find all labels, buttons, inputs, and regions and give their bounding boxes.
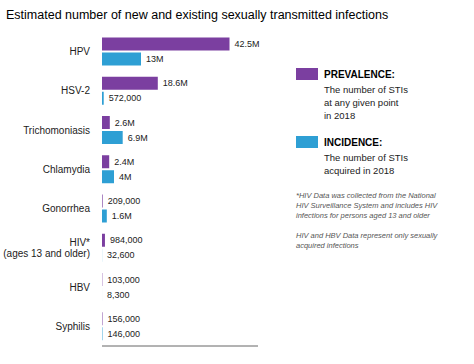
svg-text:HPV: HPV xyxy=(69,46,90,57)
svg-text:4M: 4M xyxy=(119,172,132,182)
svg-text:2.4M: 2.4M xyxy=(114,157,134,167)
svg-text:103,000: 103,000 xyxy=(107,275,140,285)
html-text:infections for persons aged 13: infections for persons aged 13 and older xyxy=(296,211,430,220)
svg-text:Chlamydia: Chlamydia xyxy=(43,164,91,175)
html-text:Estimated number of new and ex: Estimated number of new and existing sex… xyxy=(6,8,389,22)
html-text:in 2018: in 2018 xyxy=(324,110,356,121)
svg-text:984,000: 984,000 xyxy=(110,235,143,245)
svg-text:32,600: 32,600 xyxy=(107,250,135,260)
svg-text:8,300: 8,300 xyxy=(107,290,130,300)
html-text:acquired infections: acquired infections xyxy=(296,241,359,250)
svg-text:Gonorrhea: Gonorrhea xyxy=(42,203,90,214)
svg-text:Syphilis: Syphilis xyxy=(56,321,90,332)
svg-text:HIV*(ages 13 and older): HIV*(ages 13 and older) xyxy=(8,237,90,259)
html-text:*HIV Data was collected from t: *HIV Data was collected from the Nationa… xyxy=(296,191,436,200)
html-text:The number of STIs: The number of STIs xyxy=(324,152,408,163)
html-text:HIV and HBV Data represent onl: HIV and HBV Data represent only sexually xyxy=(296,231,438,240)
html-text:The number of STIs: The number of STIs xyxy=(324,84,408,95)
html-text:acquired in 2018: acquired in 2018 xyxy=(324,165,395,176)
html-text:at any given point: at any given point xyxy=(324,97,399,108)
svg-text:2.6M: 2.6M xyxy=(115,118,135,128)
svg-text:6.9M: 6.9M xyxy=(128,133,148,143)
svg-text:13M: 13M xyxy=(146,54,164,64)
svg-text:HSV-2: HSV-2 xyxy=(61,85,90,96)
svg-text:HBV: HBV xyxy=(69,282,90,293)
svg-text:1.6M: 1.6M xyxy=(112,211,132,221)
html-text:PREVALENCE:: PREVALENCE: xyxy=(324,68,395,80)
svg-text:Trichomoniasis: Trichomoniasis xyxy=(23,125,90,136)
html-text:INCIDENCE:: INCIDENCE: xyxy=(324,136,383,148)
svg-text:42.5M: 42.5M xyxy=(235,39,260,49)
svg-text:146,000: 146,000 xyxy=(107,329,140,339)
svg-text:572,000: 572,000 xyxy=(109,93,142,103)
svg-text:18.6M: 18.6M xyxy=(163,78,188,88)
svg-text:209,000: 209,000 xyxy=(108,196,141,206)
html-text:HIV Surveillance System and in: HIV Surveillance System and includes HIV xyxy=(296,201,438,210)
svg-text:156,000: 156,000 xyxy=(107,314,140,324)
